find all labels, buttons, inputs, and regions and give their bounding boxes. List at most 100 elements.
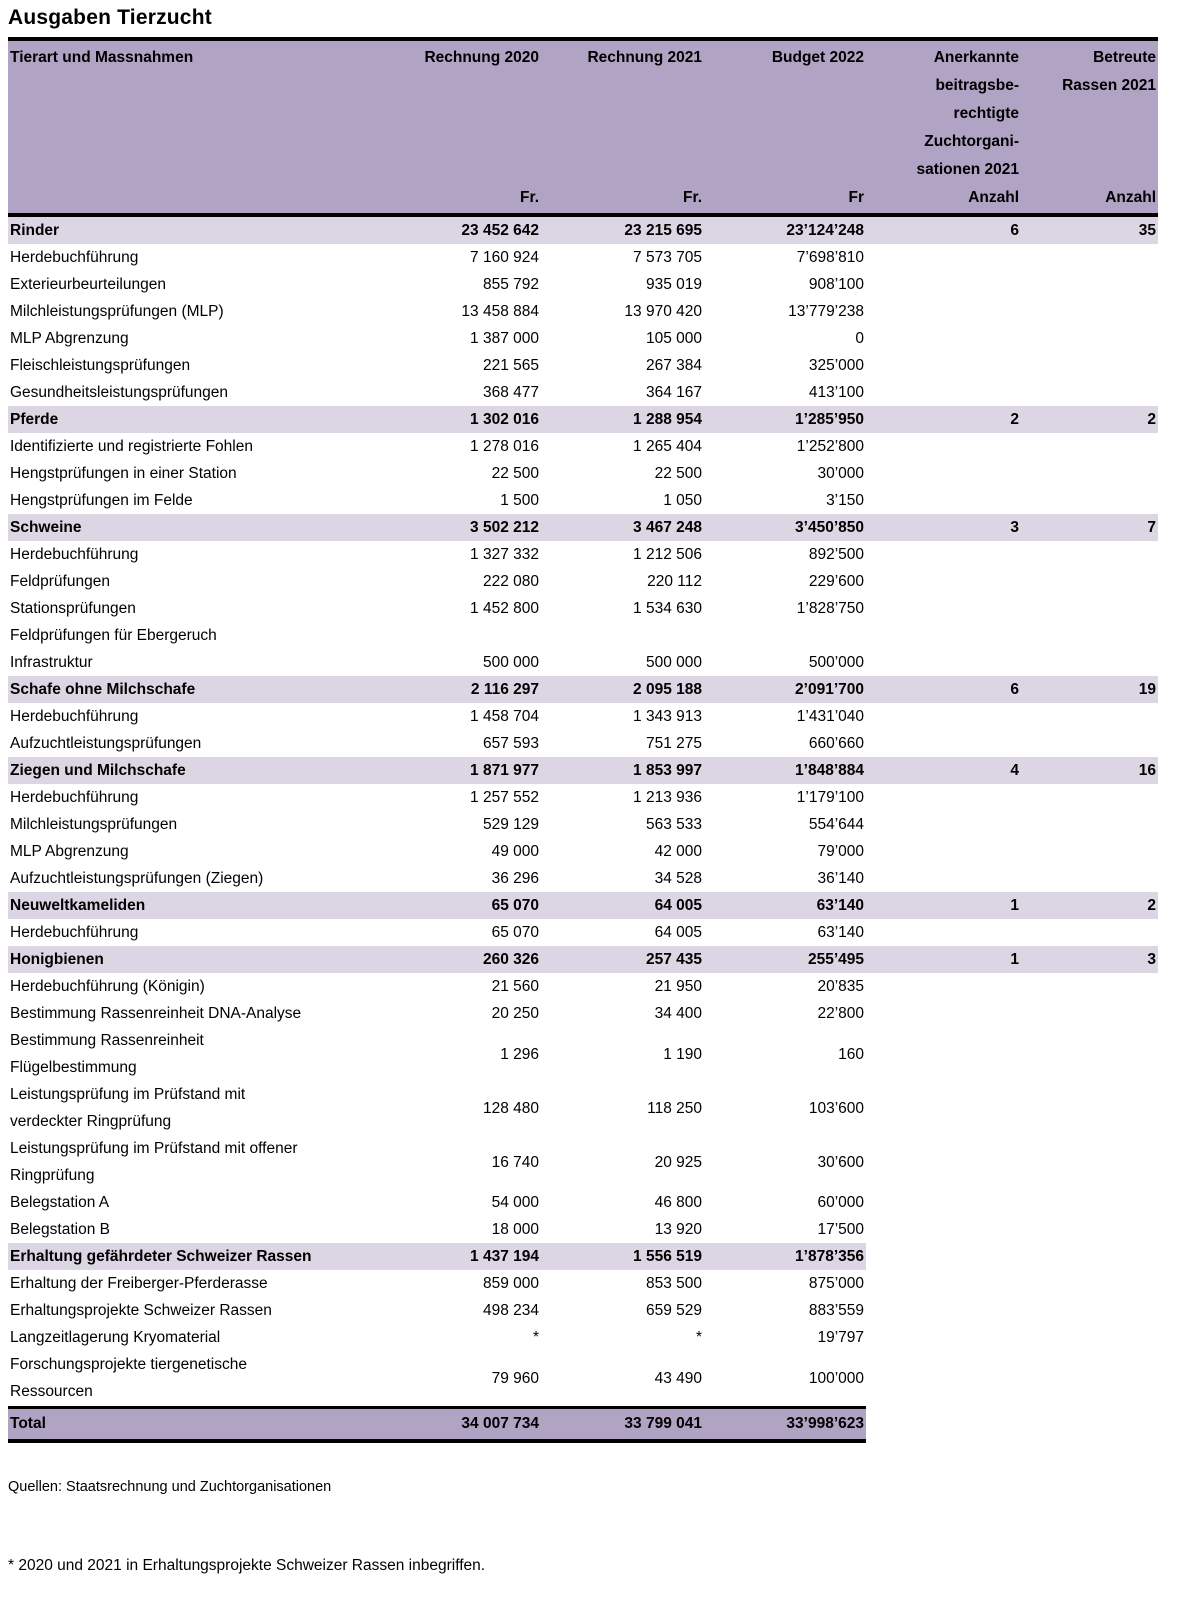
row-label-line: Bestimmung Rassenreinheit [10,1032,204,1049]
column-header-line: Zuchtorgani- [924,133,1019,150]
row-value: 554’644 [808,816,864,833]
row-value: 46 800 [654,1194,702,1211]
row-value: 1’828’750 [796,600,864,617]
column-header: Rechnung 2020 Fr. [333,41,541,213]
row-label-line: Herdebuchführung [10,708,139,725]
row-label-line: Gesundheitsleistungsprüfungen [10,384,229,401]
row-value: 33’998’623 [704,1406,866,1443]
table-header: Tierart und Massnahmen Rechnung 2020 Fr. R… [8,37,1158,217]
row-value: 21 950 [654,978,702,995]
column-header-label: Rechnung 2021 [543,44,702,72]
row-value: 660’660 [808,735,864,752]
row-value: 1 212 506 [633,546,702,563]
row-label-line: Hengstprüfungen im Felde [10,492,193,509]
row-label-line: Pferde [10,411,59,428]
row-value: 2 [1147,897,1156,914]
table-row: Herdebuchführung 1 257 552 1 213 936 1’179’… [8,784,1158,811]
row-value: 18 000 [491,1221,539,1238]
row-value: 1’848’884 [795,762,864,779]
row-value: 657 593 [482,735,539,752]
row-value: 21 560 [491,978,539,995]
row-value: 13 458 884 [461,303,539,320]
row-value: 2 [1010,411,1019,428]
row-label-line: MLP Abgrenzung [10,330,129,347]
column-header: Tierart und Massnahmen [8,41,333,213]
row-label: Infrastruktur [8,649,333,676]
table-row: Herdebuchführung 7 160 924 7 573 705 7’698’… [8,244,1158,271]
table-row: Fleischleistungsprüfungen 221 565 267 384 3… [8,352,1158,379]
table-row: Aufzuchtleistungsprüfungen 657 593 751 275… [8,730,1158,757]
row-value: 63’140 [817,924,864,941]
row-label: Forschungsprojekte tiergenetische Ressour… [8,1351,333,1405]
row-value: 364 167 [645,384,702,401]
row-label: Stationsprüfungen [8,595,333,622]
row-label: Schweine [8,514,333,541]
row-value: 19 [1138,681,1156,698]
row-value: 1 327 332 [470,546,539,563]
row-value: 3 [1147,951,1156,968]
table-row: Exterieurbeurteilungen 855 792 935 019 908’… [8,271,1158,298]
row-label: Honigbienen [8,946,333,973]
table-body: Rinder 23 452 642 23 215 695 23’124’248 6 35 H… [8,217,1158,1443]
row-label: Erhaltungsprojekte Schweizer Rassen [8,1297,333,1324]
row-label-line: Aufzuchtleistungsprüfungen (Ziegen) [10,870,264,887]
row-value: 659 529 [645,1302,702,1319]
row-value: 855 792 [482,276,539,293]
row-value: 1 [1010,951,1019,968]
table-row: MLP Abgrenzung 49 000 42 000 79’000 [8,838,1158,865]
row-value: 500 000 [482,654,539,671]
row-value: 221 565 [482,357,539,374]
row-label: MLP Abgrenzung [8,325,333,352]
row-value: 4 [1010,762,1019,779]
row-label: Erhaltung der Freiberger-Pferderasse [8,1270,333,1297]
row-value: 103’600 [808,1099,864,1117]
row-label-line: Feldprüfungen für Ebergeruch [10,627,217,644]
row-value: 563 533 [645,816,702,833]
row-value: 3 [1010,519,1019,536]
table-row: Identifizierte und registrierte Fohlen 1 … [8,433,1158,460]
column-header: Betreute Rassen 2021 Anzahl [1021,41,1158,213]
table-row: Forschungsprojekte tiergenetische Ressour… [8,1351,1158,1405]
column-header-label: Tierart und Massnahmen [10,44,331,72]
row-label: Rinder [8,217,333,244]
row-label-line: MLP Abgrenzung [10,843,129,860]
row-value: 7 160 924 [470,249,539,266]
row-value: 368 477 [482,384,539,401]
row-value: 33 799 041 [541,1406,704,1443]
section-row: Pferde 1 302 016 1 288 954 1’285’950 2 2 [8,406,1158,433]
table-row: Belegstation A 54 000 46 800 60’000 [8,1189,1158,1216]
row-value: 30’600 [817,1153,864,1171]
row-label-line: Ziegen und Milchschafe [10,762,186,779]
row-label-line: Feldprüfungen [10,573,110,590]
column-header-label: Rechnung 2020 [335,44,539,72]
row-value: 118 250 [647,1099,702,1117]
row-label-line: Stationsprüfungen [10,600,136,617]
row-value: 64 005 [654,897,702,914]
row-value: 2’091’700 [795,681,864,698]
column-header-line: beitragsbe- [935,77,1019,94]
column-header-label: Budget 2022 [706,44,864,72]
table-row: Feldprüfungen für Ebergeruch [8,622,1158,649]
row-value: 23 452 642 [461,222,539,239]
row-value: 498 234 [482,1302,539,1319]
row-value: 19’797 [817,1329,864,1346]
column-header-label: Betreute Rassen 2021 [1023,44,1156,100]
row-label-line: Schafe ohne Milchschafe [10,681,196,698]
row-value: 935 019 [645,276,702,293]
row-label-line: Herdebuchführung [10,546,139,563]
row-value: 79 960 [491,1369,539,1387]
row-value: 65 070 [491,897,539,914]
table-row: Hengstprüfungen im Felde 1 500 1 050 3’150 [8,487,1158,514]
table-row: Bestimmung Rassenreinheit Flügelbestimmun… [8,1027,1158,1081]
row-label: Fleischleistungsprüfungen [8,352,333,379]
row-value: 222 080 [482,573,539,590]
row-value: 220 112 [647,573,702,590]
row-value: 875’000 [808,1275,864,1292]
row-label-line: Honigbienen [10,951,104,968]
row-value: 3 467 248 [633,519,702,536]
row-value: 100’000 [808,1369,864,1387]
row-label: Neuweltkameliden [8,892,333,919]
row-label: Belegstation A [8,1189,333,1216]
column-unit-label: Anzahl [968,189,1019,206]
page-title: Ausgaben Tierzucht [8,6,212,29]
